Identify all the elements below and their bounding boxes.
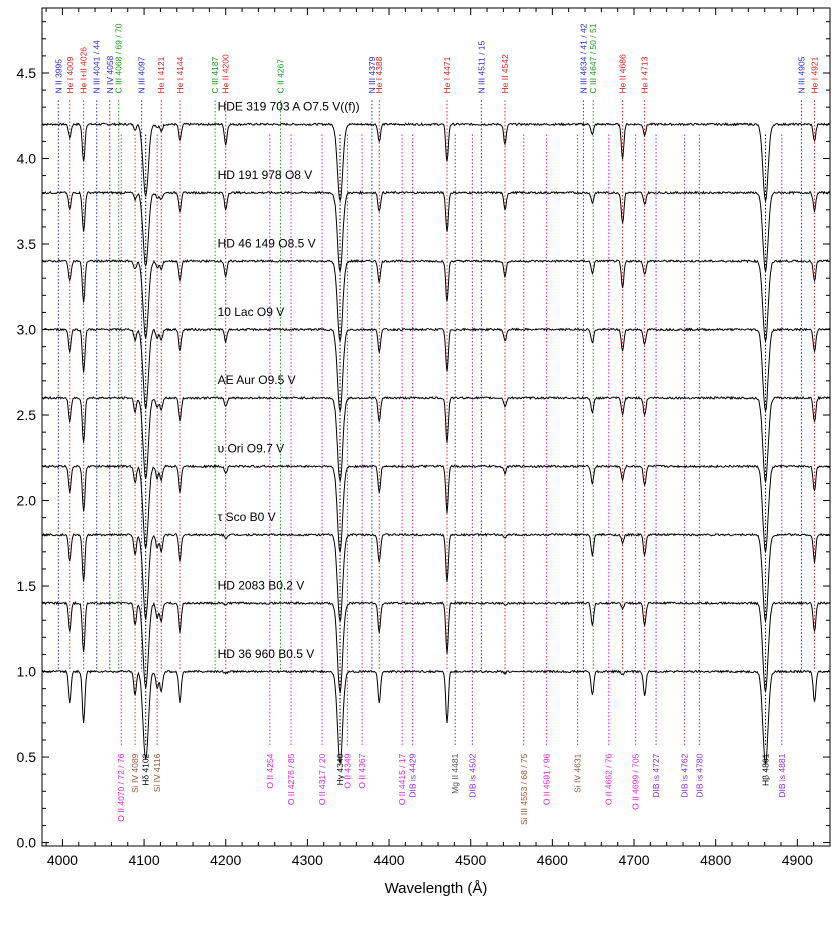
bottom-line-label: O II 4349: [342, 753, 352, 788]
bottom-line-label: DIB is 4502: [467, 753, 477, 797]
x-tick-label: 4300: [292, 852, 323, 868]
bottom-line-labels: O II 4070 / 72 / 76 Si IV 4089 Hδ 4102 Si I…: [116, 753, 787, 825]
x-tick-label: 4700: [618, 852, 649, 868]
bottom-line-label: O II 4317 / 20: [317, 753, 327, 805]
y-axis: 0.0 0.5 1.0 1.5 2.0 2.5 3.0 3.5 4.0 4.5: [17, 21, 830, 851]
spectrum-label: HD 191 978 O8 V: [218, 168, 313, 182]
x-tick-label: 4500: [455, 852, 486, 868]
bottom-line-label: DIB is 4780: [694, 753, 704, 797]
top-line-label: C III 4187: [210, 56, 220, 93]
y-tick-label: 1.0: [17, 664, 37, 680]
x-axis: 4000 4100 4200 4300 4400 4500 4600 4700 4800 4900: [45, 8, 831, 868]
spectrum-line: [41, 190, 831, 274]
y-tick-label: 4.0: [17, 150, 37, 166]
spectrum-label: HDE 319 703 A O7.5 V((f)): [218, 100, 360, 114]
spectrum-label: 10 Lac O9 V: [218, 305, 285, 319]
top-line-label: He I+II 4026: [79, 47, 89, 94]
top-line-labels: N II 3995 He I 4009 He I+II 4026 N III 4041…: [53, 23, 819, 93]
spectrum-label: AE Aur O9.5 V: [218, 373, 296, 387]
top-line-label: N III 4905: [796, 56, 806, 93]
x-tick-label: 4600: [537, 852, 568, 868]
x-tick-label: 4400: [373, 852, 404, 868]
y-tick-label: 4.5: [17, 65, 37, 81]
top-line-label: N III 4379: [367, 56, 377, 93]
top-line-label: C II 4267: [275, 59, 285, 94]
top-line-label: He II 4542: [500, 54, 510, 93]
x-tick-label: 4900: [782, 852, 813, 868]
bottom-line-label: DIB is 4762: [680, 753, 690, 797]
y-tick-label: 2.5: [17, 407, 37, 423]
top-line-label: He I 4388: [374, 56, 384, 93]
bottom-line-label: Hβ 4861: [760, 753, 770, 786]
bottom-line-label: DIB is 4881: [777, 753, 787, 797]
top-line-label: He I 4144: [175, 56, 185, 93]
bottom-line-label: O II 4276 / 85: [286, 753, 296, 805]
spectrum-line: [41, 258, 831, 343]
spectrum-line: [42, 464, 831, 553]
spectrum-line: [42, 327, 831, 413]
x-tick-label: 4100: [128, 852, 159, 868]
top-line-label: N III 4634 / 41 / 42: [578, 23, 588, 93]
bottom-line-label: DIB is 4429: [408, 753, 418, 797]
x-tick-label: 4800: [700, 852, 731, 868]
bottom-line-label: Si IV 4116: [152, 753, 162, 792]
x-tick-label: 4000: [47, 852, 78, 868]
y-tick-label: 1.5: [17, 578, 37, 594]
spectra-labels: HDE 319 703 A O7.5 V((f)) HD 191 978 O8 V…: [218, 100, 360, 661]
bottom-line-label: Si III 4553 / 68 / 75: [519, 753, 529, 825]
top-line-label: He I 4713: [640, 56, 650, 93]
spectrum-line: [42, 395, 831, 483]
bottom-line-label: O II 4254: [265, 753, 275, 788]
top-line-label: He II 4200: [221, 54, 231, 93]
spectrum-line: [41, 532, 831, 622]
top-line-label: N III 4511 / 15: [476, 40, 486, 93]
spectrum-line: [41, 600, 831, 694]
top-line-label: He I 4471: [442, 56, 452, 93]
spectrum-label: HD 46 149 O8.5 V: [218, 236, 316, 250]
bottom-line-label: Hδ 4102: [141, 753, 151, 785]
x-axis-label: Wavelength (Å): [385, 880, 488, 897]
top-line-label: He II 4686: [618, 54, 628, 93]
bottom-line-label: O II 4699 / 705: [631, 753, 641, 810]
top-line-label: N IV 4058: [105, 55, 115, 93]
bottom-line-label: O II 4662 / 76: [604, 753, 614, 805]
bottom-line-label: Hγ 4340: [335, 753, 345, 785]
spectrum-label: τ Sco B0 V: [218, 510, 276, 524]
spectrum-line: [41, 669, 831, 765]
bottom-line-label: Si IV 4089: [130, 753, 140, 792]
bottom-line-label: O II 4591 / 96: [542, 753, 552, 805]
line-identification-markers: [57, 100, 815, 747]
spectrum-line: [41, 122, 831, 202]
top-line-label: He I 4921: [809, 56, 819, 93]
x-tick-label: 4200: [210, 852, 241, 868]
y-tick-label: 0.5: [17, 749, 37, 765]
top-line-label: N II 3995: [53, 59, 63, 94]
y-tick-label: 2.0: [17, 493, 37, 509]
top-line-label: C III 4068 / 69 / 70: [114, 23, 124, 93]
spectrum-label: HD 36 960 B0.5 V: [218, 647, 315, 661]
top-line-label: N III 4041 / 44: [92, 40, 102, 94]
y-tick-label: 0.0: [17, 835, 37, 851]
bottom-line-label: Mg II 4481: [450, 753, 460, 793]
spectra-series: [41, 122, 831, 765]
bottom-line-label: DIB is 4727: [651, 753, 661, 797]
bottom-line-label: Si IV 4631: [573, 753, 583, 792]
spectrum-label: HD 2083 B0.2 V: [218, 578, 305, 592]
top-line-label: N III 4097: [137, 56, 147, 93]
bottom-line-label: O II 4367: [357, 753, 367, 788]
bottom-line-label: O II 4070 / 72 / 76: [116, 753, 126, 821]
y-tick-label: 3.0: [17, 322, 37, 338]
bottom-line-label: O II 4415 / 17: [397, 753, 407, 805]
y-tick-label: 3.5: [17, 236, 37, 252]
top-line-label: He I 4121: [156, 56, 166, 93]
spectrum-label: υ Ori O9.7 V: [218, 442, 285, 456]
top-line-label: C III 4647 / 50 / 51: [588, 23, 598, 93]
top-line-label: He I 4009: [65, 56, 75, 93]
plot-frame: [41, 7, 831, 847]
